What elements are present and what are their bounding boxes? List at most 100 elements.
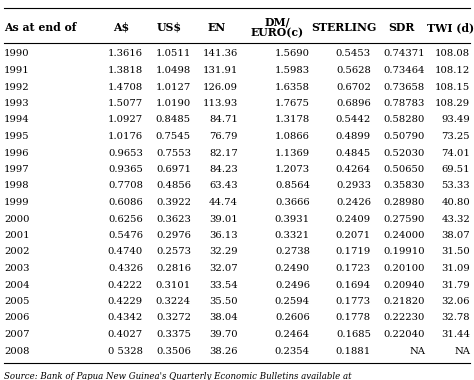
Text: 32.07: 32.07 xyxy=(210,264,238,273)
Text: 0.5628: 0.5628 xyxy=(336,66,371,75)
Text: 0.24000: 0.24000 xyxy=(383,231,425,240)
Text: 2008: 2008 xyxy=(4,347,29,356)
Text: 0.7708: 0.7708 xyxy=(108,182,143,190)
Text: 0.3506: 0.3506 xyxy=(156,347,191,356)
Text: 108.29: 108.29 xyxy=(435,99,470,108)
Text: 131.91: 131.91 xyxy=(202,66,238,75)
Text: 2006: 2006 xyxy=(4,314,29,323)
Text: 0.6256: 0.6256 xyxy=(108,214,143,223)
Text: 0.6896: 0.6896 xyxy=(336,99,371,108)
Text: 0.2071: 0.2071 xyxy=(336,231,371,240)
Text: NA: NA xyxy=(454,347,470,356)
Text: 39.70: 39.70 xyxy=(210,330,238,339)
Text: 0.1685: 0.1685 xyxy=(336,330,371,339)
Text: US$: US$ xyxy=(157,22,182,33)
Text: 31.44: 31.44 xyxy=(441,330,470,339)
Text: 0.28980: 0.28980 xyxy=(383,198,425,207)
Text: 2004: 2004 xyxy=(4,280,29,290)
Text: 32.29: 32.29 xyxy=(210,247,238,256)
Text: 1.0498: 1.0498 xyxy=(156,66,191,75)
Text: 0.27590: 0.27590 xyxy=(383,214,425,223)
Text: 0.4326: 0.4326 xyxy=(108,264,143,273)
Text: 0.2976: 0.2976 xyxy=(156,231,191,240)
Text: 2000: 2000 xyxy=(4,214,29,223)
Text: 0.3272: 0.3272 xyxy=(156,314,191,323)
Text: 0.3666: 0.3666 xyxy=(275,198,310,207)
Text: STERLING: STERLING xyxy=(311,22,376,33)
Text: 73.25: 73.25 xyxy=(441,132,470,141)
Text: 0.74371: 0.74371 xyxy=(383,49,425,59)
Text: 0.20100: 0.20100 xyxy=(383,264,425,273)
Text: 35.50: 35.50 xyxy=(210,297,238,306)
Text: 1.5983: 1.5983 xyxy=(275,66,310,75)
Text: 0.2354: 0.2354 xyxy=(275,347,310,356)
Text: 0 5328: 0 5328 xyxy=(108,347,143,356)
Text: 1.3818: 1.3818 xyxy=(108,66,143,75)
Text: 0.3101: 0.3101 xyxy=(156,280,191,290)
Text: 0.5476: 0.5476 xyxy=(108,231,143,240)
Text: 1996: 1996 xyxy=(4,149,29,157)
Text: 36.13: 36.13 xyxy=(210,231,238,240)
Text: 0.1694: 0.1694 xyxy=(336,280,371,290)
Text: 0.52030: 0.52030 xyxy=(383,149,425,157)
Text: 0.3321: 0.3321 xyxy=(275,231,310,240)
Text: 1.0176: 1.0176 xyxy=(108,132,143,141)
Text: 0.35830: 0.35830 xyxy=(383,182,425,190)
Text: 0.1723: 0.1723 xyxy=(336,264,371,273)
Text: 0.2496: 0.2496 xyxy=(275,280,310,290)
Text: 0.6086: 0.6086 xyxy=(108,198,143,207)
Text: 0.4222: 0.4222 xyxy=(108,280,143,290)
Text: 1.0511: 1.0511 xyxy=(155,49,191,59)
Text: 1.1369: 1.1369 xyxy=(275,149,310,157)
Text: 1999: 1999 xyxy=(4,198,29,207)
Text: 43.32: 43.32 xyxy=(441,214,470,223)
Text: 1.5690: 1.5690 xyxy=(275,49,310,59)
Text: 0.2490: 0.2490 xyxy=(275,264,310,273)
Text: 0.22040: 0.22040 xyxy=(383,330,425,339)
Text: 0.3375: 0.3375 xyxy=(156,330,191,339)
Text: 1.0190: 1.0190 xyxy=(156,99,191,108)
Text: 32.06: 32.06 xyxy=(441,297,470,306)
Text: 0.4229: 0.4229 xyxy=(108,297,143,306)
Text: 0.73658: 0.73658 xyxy=(384,82,425,92)
Text: 0.4027: 0.4027 xyxy=(108,330,143,339)
Text: TWI (d): TWI (d) xyxy=(428,22,474,33)
Text: 1.0127: 1.0127 xyxy=(156,82,191,92)
Text: 0.9653: 0.9653 xyxy=(108,149,143,157)
Text: 0.19910: 0.19910 xyxy=(383,247,425,256)
Text: 38.07: 38.07 xyxy=(441,231,470,240)
Text: 0.1778: 0.1778 xyxy=(336,314,371,323)
Text: Source: Bank of Papua New Guinea's Quarterly Economic Bulletins available at: Source: Bank of Papua New Guinea's Quart… xyxy=(4,372,352,380)
Text: 0.73464: 0.73464 xyxy=(383,66,425,75)
Text: 84.71: 84.71 xyxy=(209,116,238,125)
Text: 108.12: 108.12 xyxy=(435,66,470,75)
Text: 0.4856: 0.4856 xyxy=(156,182,191,190)
Text: 0.6971: 0.6971 xyxy=(156,165,191,174)
Text: 0.20940: 0.20940 xyxy=(383,280,425,290)
Text: 33.54: 33.54 xyxy=(209,280,238,290)
Text: 44.74: 44.74 xyxy=(209,198,238,207)
Text: 0.2816: 0.2816 xyxy=(156,264,191,273)
Text: 0.3922: 0.3922 xyxy=(156,198,191,207)
Text: 38.26: 38.26 xyxy=(210,347,238,356)
Text: 0.1773: 0.1773 xyxy=(336,297,371,306)
Text: 31.50: 31.50 xyxy=(441,247,470,256)
Text: 40.80: 40.80 xyxy=(441,198,470,207)
Text: 0.1881: 0.1881 xyxy=(336,347,371,356)
Text: EURO(c): EURO(c) xyxy=(250,27,303,38)
Text: 0.2738: 0.2738 xyxy=(275,247,310,256)
Text: A$: A$ xyxy=(113,22,129,33)
Text: 82.17: 82.17 xyxy=(209,149,238,157)
Text: DM/: DM/ xyxy=(264,16,290,27)
Text: 32.78: 32.78 xyxy=(441,314,470,323)
Text: 74.01: 74.01 xyxy=(441,149,470,157)
Text: 31.09: 31.09 xyxy=(441,264,470,273)
Text: 0.4264: 0.4264 xyxy=(336,165,371,174)
Text: 1.2073: 1.2073 xyxy=(275,165,310,174)
Text: 0.2933: 0.2933 xyxy=(336,182,371,190)
Text: 38.04: 38.04 xyxy=(209,314,238,323)
Text: 2003: 2003 xyxy=(4,264,29,273)
Text: 2001: 2001 xyxy=(4,231,29,240)
Text: 84.23: 84.23 xyxy=(209,165,238,174)
Text: 126.09: 126.09 xyxy=(203,82,238,92)
